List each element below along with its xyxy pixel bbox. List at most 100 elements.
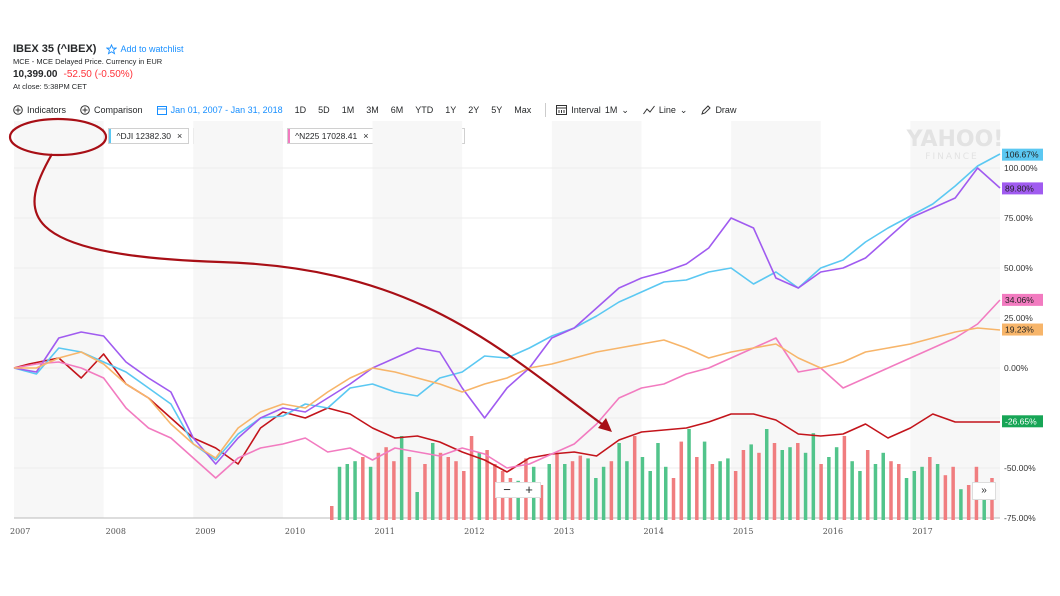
year-band [551, 121, 642, 518]
comparison-button[interactable]: Comparison [80, 105, 143, 115]
period-1y[interactable]: 1Y [445, 105, 457, 115]
x-tick-label: 2012 [464, 527, 484, 536]
volume-bar [920, 466, 924, 520]
draw-button[interactable]: Draw [701, 105, 736, 115]
volume-bar [415, 492, 419, 520]
volume-bar [959, 489, 963, 520]
date-range-button[interactable]: Jan 01, 2007 - Jan 31, 2018 [156, 105, 283, 115]
watermark-logo: FINANCE [925, 152, 978, 162]
volume-bar [609, 461, 614, 520]
volume-bar [594, 478, 598, 520]
volume-bar [710, 464, 715, 520]
interval-value: 1M [604, 105, 618, 115]
period-ytd[interactable]: YTD [415, 105, 434, 115]
chart-type-dropdown[interactable]: Line ⌄ [642, 105, 687, 116]
period-3m[interactable]: 3M [366, 105, 379, 115]
volume-bar [399, 436, 404, 520]
period-max[interactable]: Max [514, 105, 532, 115]
volume-bar [625, 461, 629, 520]
line-chart-icon [642, 105, 655, 115]
volume-bar [516, 480, 520, 520]
volume-bar [726, 458, 730, 520]
series-end-badge [1002, 415, 1043, 428]
pencil-icon [701, 105, 712, 115]
volume-bar [353, 461, 357, 520]
plus-circle-icon [13, 105, 23, 115]
volume-bar [671, 478, 676, 520]
volume-bar [368, 466, 373, 520]
series-end-badge [1002, 323, 1043, 336]
volume-bar [873, 464, 878, 520]
volume-bar [904, 478, 909, 520]
y-tick-label: 75.00% [1004, 213, 1033, 223]
volume-bar [881, 452, 885, 520]
period-1m[interactable]: 1M [341, 105, 355, 115]
volume-bar [617, 443, 621, 520]
series-line-dji [13, 153, 1001, 461]
annotation-arrow [33, 153, 611, 431]
indicators-button[interactable]: Indicators [13, 105, 66, 115]
indicators-label: Indicators [27, 105, 67, 115]
volume-bar [834, 447, 839, 520]
watermark-logo: YAHOO! [906, 127, 1004, 152]
volume-bar [493, 464, 497, 520]
remove-symbol-icon[interactable]: × [363, 131, 369, 141]
symbol-label: ^DJI 12382.30 [116, 131, 172, 141]
zoom-in-button[interactable]: + [525, 482, 533, 497]
zoom-out-button[interactable]: − [503, 482, 511, 497]
remove-symbol-icon[interactable]: × [177, 131, 183, 141]
period-5d[interactable]: 5D [318, 105, 330, 115]
volume-bar [656, 443, 660, 520]
volume-bar [951, 466, 955, 520]
volume-bar [392, 461, 396, 520]
y-tick-label: -75.00% [1004, 513, 1036, 523]
price-change: -52.50 (-0.50%) [63, 69, 133, 80]
volume-bar [601, 466, 606, 520]
volume-bar [508, 478, 513, 520]
volume-bar [764, 429, 769, 520]
symbol-tag[interactable]: ^DJI 12382.30 × [108, 128, 190, 144]
chart-type-label: Line [658, 105, 676, 115]
interval-icon [556, 105, 568, 115]
volume-bar [361, 457, 365, 520]
volume-bar [687, 429, 691, 520]
symbol-color-bar [288, 129, 291, 143]
x-tick-label: 2013 [554, 527, 574, 536]
volume-bar [430, 443, 435, 520]
year-band [14, 121, 104, 518]
volume-bar [337, 466, 342, 520]
volume-bar [928, 457, 932, 520]
y-tick-label: 100.00% [1004, 163, 1038, 173]
volume-bar [889, 461, 893, 520]
period-1d[interactable]: 1D [294, 105, 307, 115]
period-6m[interactable]: 6M [390, 105, 404, 115]
annotation-ellipse [8, 117, 108, 157]
symbol-label: ^N225 17028.41 [295, 131, 358, 141]
volume-bar [563, 464, 567, 520]
volume-bar [796, 443, 800, 520]
period-2y[interactable]: 2Y [468, 105, 480, 115]
volume-bar [966, 485, 971, 520]
volume-bar [733, 471, 738, 520]
series-end-badge [1002, 148, 1043, 161]
volume-bar [330, 506, 334, 520]
y-tick-label: 50.00% [1004, 263, 1033, 273]
y-tick-label: -50.00% [1004, 463, 1036, 473]
interval-dropdown[interactable]: Interval 1M ⌄ [556, 105, 629, 116]
series-end-label: 89.80% [1005, 183, 1034, 193]
period-5y[interactable]: 5Y [491, 105, 503, 115]
volume-bar [555, 452, 559, 520]
volume-bar [423, 464, 427, 520]
calendar-icon [156, 106, 167, 115]
volume-bar [850, 461, 854, 520]
scroll-more-button[interactable]: » [972, 482, 996, 500]
volume-bar [935, 464, 940, 520]
comparison-label: Comparison [94, 105, 143, 115]
series-end-label: 34.06% [1005, 295, 1034, 305]
volume-bar [897, 464, 901, 520]
y-tick-label: 25.00% [1004, 313, 1033, 323]
series-end-label: -26.65% [1005, 416, 1037, 426]
add-to-watchlist-button[interactable]: Add to watchlist [106, 43, 183, 55]
plus-circle-icon [80, 105, 90, 115]
volume-bar [376, 452, 381, 520]
